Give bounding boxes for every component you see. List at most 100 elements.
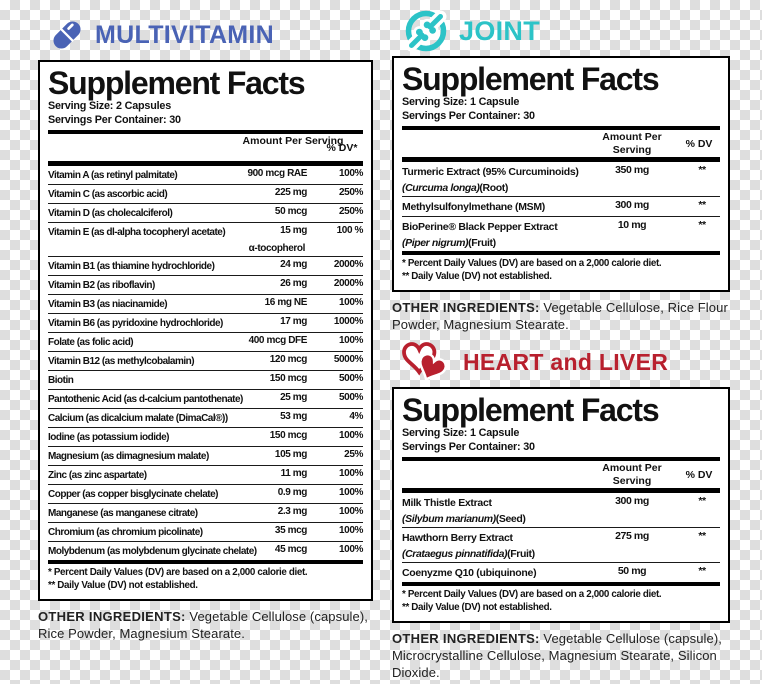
footnote: * Percent Daily Values (DV) are based on…	[402, 589, 662, 600]
ingredient-name: Iodine (as potassium iodide)	[48, 432, 170, 443]
divider-bar	[402, 157, 720, 162]
ingredient-amount: 53 mg	[280, 411, 307, 422]
amount-per-serving-header: Amount Per Serving	[602, 131, 662, 156]
column-headers: Amount Per Serving % DV	[402, 130, 720, 157]
ingredient-name: Vitamin B3 (as niacinamide)	[48, 299, 168, 310]
ingredient-dv: 250%	[339, 206, 363, 217]
fact-row: Biotin 150 mcg 500%	[48, 371, 363, 390]
ingredient-amount: 0.9 mg	[277, 487, 308, 498]
divider-bar	[48, 161, 363, 166]
facts-title: Supplement Facts	[402, 61, 660, 97]
ingredient-name: Molybdenum (as molybdenum glycinate chel…	[48, 546, 257, 557]
ingredient-amount: 225 mg	[274, 187, 307, 198]
fact-row: Vitamin B1 (as thiamine hydrochloride) 24…	[48, 257, 363, 276]
ingredient-name: Methylsulfonylmethane (MSM)	[402, 201, 545, 213]
joint-icon	[402, 7, 450, 55]
ingredient-name: Vitamin B12 (as methylcobalamin)	[48, 356, 195, 367]
ingredient-name: Pantothenic Acid (as d-calcium pantothen…	[48, 394, 243, 405]
joint-section: JOINT Supplement Facts Serving Size: 1 C…	[392, 6, 730, 333]
ingredient-amount: 300 mg	[615, 495, 649, 507]
ingredient-dv: 100%	[339, 430, 363, 441]
ingredient-dv: 25%	[344, 449, 363, 460]
fact-row: Vitamin C (as ascorbic acid) 225 mg 250%	[48, 185, 363, 204]
ingredient-name: Hawthorn Berry Extract	[402, 532, 513, 544]
ingredient-dv: 100%	[339, 335, 363, 346]
ingredient-amount: 350 mg	[615, 164, 649, 176]
footnotes: * Percent Daily Values (DV) are based on…	[402, 586, 720, 616]
fact-row: Milk Thistle Extract 300 mg ** (Silybum mar…	[402, 493, 720, 528]
divider-bar	[48, 130, 363, 134]
ingredient-amount: 11 mg	[280, 468, 308, 479]
other-ingredients-label: OTHER INGREDIENTS:	[392, 300, 540, 315]
ingredient-name: Copper (as copper bisglycinate chelate)	[48, 489, 219, 500]
ingredient-sub-amount: α-tocopherol	[248, 243, 306, 254]
fact-row: Zinc (as zinc aspartate) 11 mg 100%	[48, 466, 363, 485]
heart-icon	[402, 338, 454, 386]
ingredient-amount: 105 mg	[274, 449, 307, 460]
ingredient-dv: 100%	[339, 525, 363, 536]
divider-bar	[402, 488, 720, 493]
other-ingredients-text: Vegetable Cellulose, Rice Flour Powder, …	[392, 300, 728, 333]
other-ingredients: OTHER INGREDIENTS: Vegetable Cellulose (…	[392, 630, 730, 682]
heart-liver-header: HEART and LIVER	[392, 337, 730, 387]
amount-per-serving-header: Amount Per Serving	[602, 462, 662, 487]
serving-size: Serving Size: 2 Capsules	[48, 100, 172, 112]
ingredient-name: Vitamin C (as ascorbic acid)	[48, 189, 168, 200]
ingredient-dv: 100%	[339, 487, 363, 498]
ingredient-dv: 250%	[339, 187, 363, 198]
other-ingredients-label: OTHER INGREDIENTS:	[392, 631, 540, 646]
fact-row: Hawthorn Berry Extract 275 mg ** (Crataegus…	[402, 528, 720, 563]
footnotes: * Percent Daily Values (DV) are based on…	[402, 255, 720, 285]
ingredient-dv: 1000%	[333, 316, 364, 327]
other-ingredients-text: Vegetable Cellulose (capsule), Microcrys…	[392, 631, 723, 681]
ingredient-name: Vitamin B1 (as thiamine hydrochloride)	[48, 261, 215, 272]
fact-row: Vitamin B12 (as methylcobalamin) 120 mcg 5…	[48, 352, 363, 371]
footnote: * Percent Daily Values (DV) are based on…	[48, 567, 308, 578]
percent-dv-header: % DV	[685, 468, 713, 481]
ingredient-dv: 100%	[339, 297, 363, 308]
ingredient-amount: 35 mcg	[274, 525, 307, 536]
fact-row: Methylsulfonylmethane (MSM) 300 mg **	[402, 197, 720, 217]
joint-facts-panel: Supplement Facts Serving Size: 1 Capsule…	[392, 56, 730, 292]
divider-bar	[402, 457, 720, 461]
fact-row: Folate (as folic acid) 400 mcg DFE 100%	[48, 333, 363, 352]
footnote: ** Daily Value (DV) not established.	[48, 579, 198, 591]
divider-bar	[48, 560, 363, 564]
multivitamin-facts-panel: Supplement Facts Serving Size: 2 Capsule…	[38, 60, 373, 601]
servings-per-container: Servings Per Container: 30	[402, 440, 535, 453]
fact-row: Vitamin B6 (as pyridoxine hydrochloride)…	[48, 314, 363, 333]
ingredient-dv: 2000%	[333, 259, 364, 270]
fact-row: Vitamin D (as cholecalciferol) 50 mcg 250%	[48, 204, 363, 223]
multivitamin-header: MULTIVITAMIN	[38, 10, 373, 60]
ingredient-amount: 10 mg	[617, 219, 647, 231]
serving-size: Serving Size: 1 Capsule	[402, 427, 520, 439]
ingredient-name: Biotin	[48, 375, 74, 386]
ingredient-name: BioPerine® Black Pepper Extract	[402, 221, 558, 233]
fact-row: Manganese (as manganese citrate) 2.3 mg 10…	[48, 504, 363, 523]
ingredient-amount: 17 mg	[280, 316, 307, 327]
ingredient-amount: 26 mg	[280, 278, 307, 289]
divider-bar	[402, 126, 720, 130]
ingredient-name: Vitamin B2 (as riboflavin)	[48, 280, 155, 291]
footnote: ** Daily Value (DV) not established.	[402, 270, 552, 282]
fact-row: Vitamin B3 (as niacinamide) 16 mg NE 100%	[48, 295, 363, 314]
ingredient-botanical: (Piper nigrum)(Fruit)	[402, 237, 496, 249]
footnote: * Percent Daily Values (DV) are based on…	[402, 258, 662, 269]
facts-rows: Vitamin A (as retinyl palmitate) 900 mcg …	[48, 166, 363, 560]
divider-bar	[402, 251, 720, 255]
ingredient-amount: 2.3 mg	[277, 506, 308, 517]
ingredient-dv: **	[698, 565, 706, 577]
percent-dv-header: % DV	[685, 137, 713, 150]
ingredient-dv: **	[698, 530, 706, 542]
ingredient-name: Chromium (as chromium picolinate)	[48, 527, 203, 538]
ingredient-amount: 150 mcg	[269, 430, 308, 441]
ingredient-amount: 15 mg	[280, 225, 307, 236]
other-ingredients-text: Vegetable Cellulose (capsule), Rice Powd…	[38, 609, 369, 642]
ingredient-amount: 50 mcg	[274, 206, 307, 217]
facts-rows: Turmeric Extract (95% Curcuminoids) 350 m…	[402, 162, 720, 251]
ingredient-amount: 300 mg	[615, 199, 649, 211]
fact-row: Magnesium (as dimagnesium malate) 105 mg 2…	[48, 447, 363, 466]
fact-row: Calcium (as dicalcium malate (DimaCal®))…	[48, 409, 363, 428]
facts-rows: Milk Thistle Extract 300 mg ** (Silybum mar…	[402, 493, 720, 582]
other-ingredients: OTHER INGREDIENTS: Vegetable Cellulose (…	[38, 608, 373, 642]
